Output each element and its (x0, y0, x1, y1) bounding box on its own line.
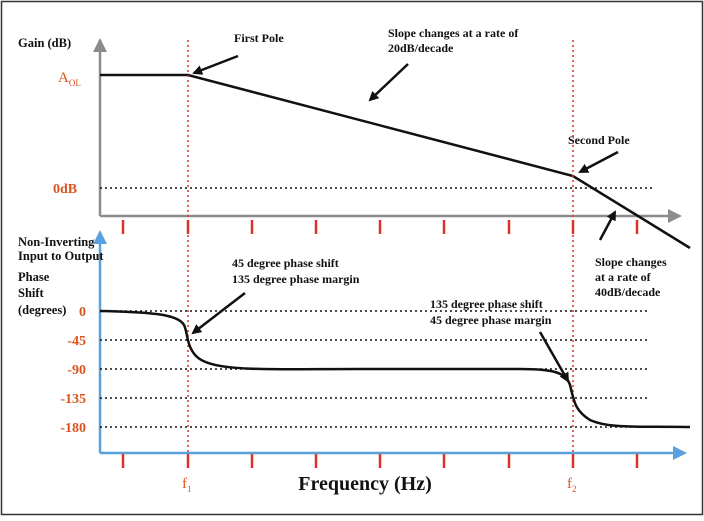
aol-label: AOL (58, 70, 81, 88)
first-pole-arrow (192, 54, 239, 75)
phase-tick-90: -90 (67, 363, 86, 378)
first-pole-label: First Pole (234, 31, 284, 45)
slope40-label-2: at a rate of (595, 270, 652, 284)
slope40-label-1: Slope changes (595, 255, 667, 269)
gain-curve (100, 73, 691, 250)
slope20-label-2: 20dB/decade (388, 41, 454, 55)
second-pole-label: Second Pole (568, 133, 630, 147)
slope40-arrow (598, 210, 617, 241)
phase-plot: Non-Inverting Input to Output Phase Shif… (18, 230, 691, 468)
phase-tick-0: 0 (79, 305, 86, 320)
f2-label: f2 (567, 476, 577, 494)
phase135-label-1: 135 degree phase shift (430, 297, 543, 311)
phase135-label-2: 45 degree phase margin (430, 313, 552, 327)
gain-x-ticks (121, 220, 639, 234)
slope40-label-3: 40dB/decade (595, 285, 661, 299)
phase-tick-180: -180 (60, 421, 86, 436)
phase45-label-2: 135 degree phase margin (232, 272, 360, 286)
phase-axis-label-5: (degrees) (18, 303, 66, 317)
phase-tick-135: -135 (60, 392, 86, 407)
zero-db-label: 0dB (53, 182, 77, 197)
phase45-label-1: 45 degree phase shift (232, 256, 339, 270)
slope20-arrow (368, 63, 409, 102)
second-pole-arrow (578, 150, 619, 174)
phase135-arrow (538, 331, 570, 383)
annotations: First Pole Slope changes at a rate of 20… (191, 26, 667, 383)
gain-axis-label: Gain (dB) (18, 36, 71, 50)
phase-curve (99, 309, 691, 429)
phase-x-ticks (121, 454, 639, 468)
phase-axis-label-3: Phase (18, 270, 50, 284)
frequency-axis-title: Frequency (Hz) (298, 473, 432, 495)
f1-label: f1 (182, 476, 192, 494)
phase45-arrow (191, 292, 246, 335)
phase-axis-label-4: Shift (18, 286, 45, 300)
phase-axis-label-1: Non-Inverting (18, 235, 95, 249)
phase-tick-45: -45 (67, 334, 86, 349)
slope20-label-1: Slope changes at a rate of (388, 26, 519, 40)
phase-axis-label-2: Input to Output (18, 249, 104, 263)
